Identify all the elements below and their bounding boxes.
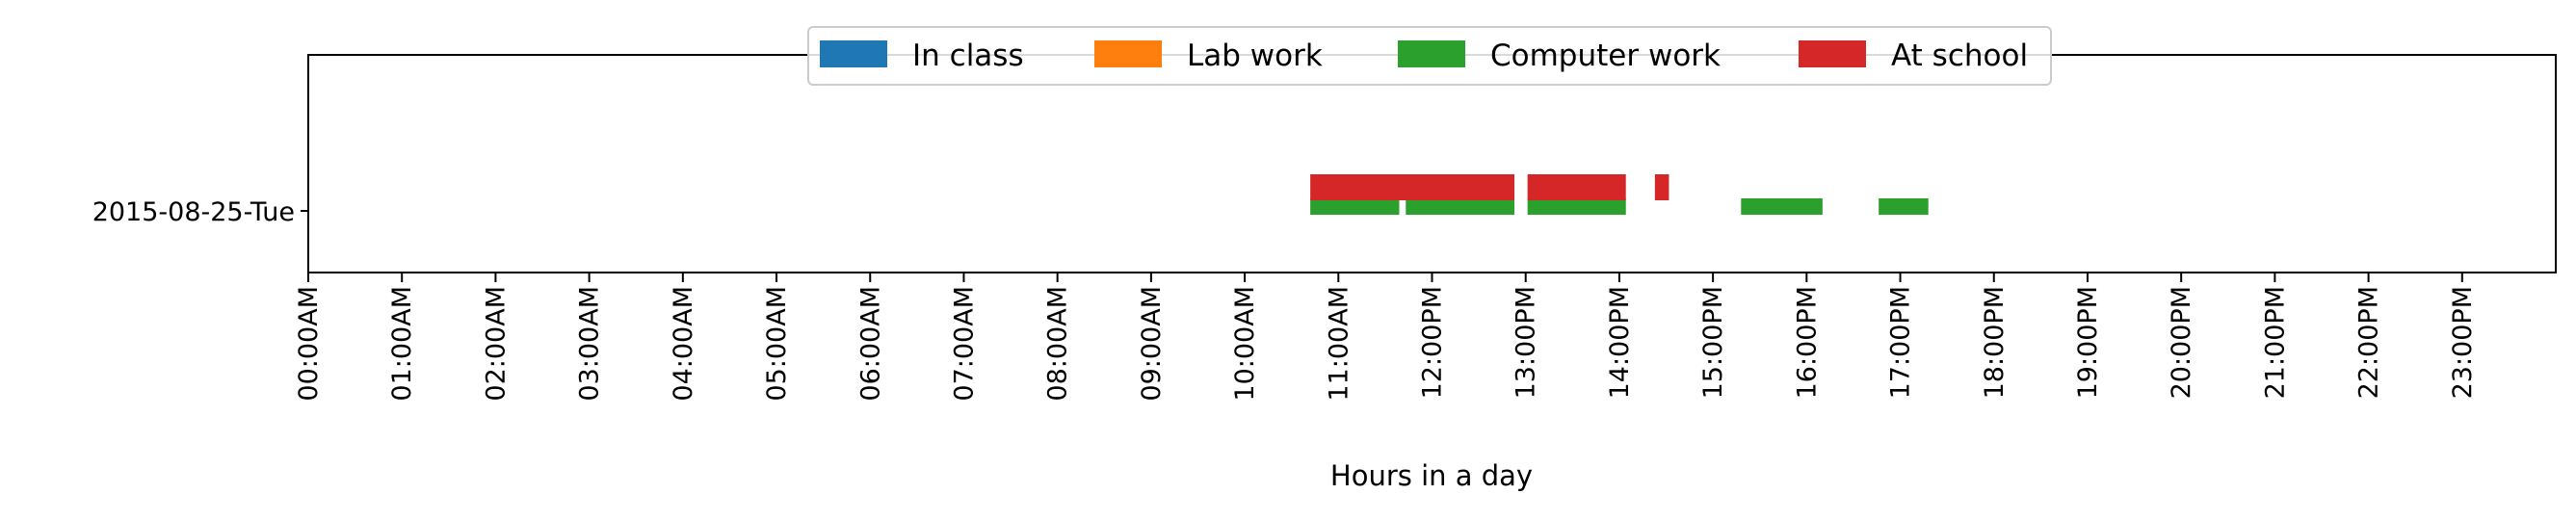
x-tick-label: 20:00PM [2167,286,2196,399]
legend-label-in-class: In class [912,39,1024,73]
x-tick-label: 00:00AM [294,286,324,402]
x-tick-label: 01:00AM [387,286,417,402]
x-tick-label: 05:00AM [762,286,792,402]
legend-label-at-school: At school [1891,39,2028,73]
legend-swatch-at-school [1799,40,1866,67]
x-tick-label: 09:00AM [1137,286,1167,402]
x-tick-label: 12:00PM [1418,286,1448,399]
legend-swatch-lab-work [1094,40,1162,67]
legend-swatch-computer-work [1398,40,1465,67]
x-tick-label: 04:00AM [669,286,698,402]
legend-swatch-in-class [820,40,887,67]
x-tick-label: 13:00PM [1511,286,1541,399]
x-tick-label: 18:00PM [1980,286,2010,399]
legend: In class Lab work Computer work At school [807,26,2052,86]
x-tick-label: 02:00AM [481,286,511,402]
plot-frame [307,54,2557,273]
legend-label-lab-work: Lab work [1187,39,1323,73]
bar-computer-work-1 [1406,198,1515,215]
x-tick-label: 16:00PM [1792,286,1822,399]
x-tick-label: 06:00AM [855,286,885,402]
x-tick-label: 23:00PM [2448,286,2478,399]
bar-computer-work-2 [1527,198,1626,215]
x-axis: 00:00AM 01:00AM 02:00AM 03:00AM 04:00AM 05:00… [294,273,2478,402]
bar-computer-work-4 [1879,198,1929,215]
y-axis: 2015-08-25-Tue [92,197,308,227]
y-tick-label: 2015-08-25-Tue [92,197,295,227]
x-tick-label: 14:00PM [1605,286,1635,399]
x-tick-label: 08:00AM [1043,286,1073,402]
x-tick-label: 22:00PM [2354,286,2384,399]
x-tick-label: 11:00AM [1324,286,1354,402]
x-tick-label: 03:00AM [575,286,605,402]
bar-at-school-1 [1527,174,1626,200]
x-tick-label: 21:00PM [2260,286,2290,399]
bar-at-school-0 [1310,174,1515,200]
x-tick-label: 07:00AM [949,286,979,402]
activity-bars [1310,174,1929,215]
x-tick-label: 17:00PM [1886,286,1916,399]
bar-computer-work-3 [1741,198,1823,215]
x-tick-label: 10:00AM [1230,286,1260,402]
legend-label-computer-work: Computer work [1490,39,1721,73]
bar-computer-work-0 [1310,198,1400,215]
bar-at-school-2 [1654,174,1669,200]
x-axis-title: Hours in a day [1330,459,1533,492]
x-tick-label: 15:00PM [1698,286,1728,399]
x-tick-label: 19:00PM [2073,286,2103,399]
